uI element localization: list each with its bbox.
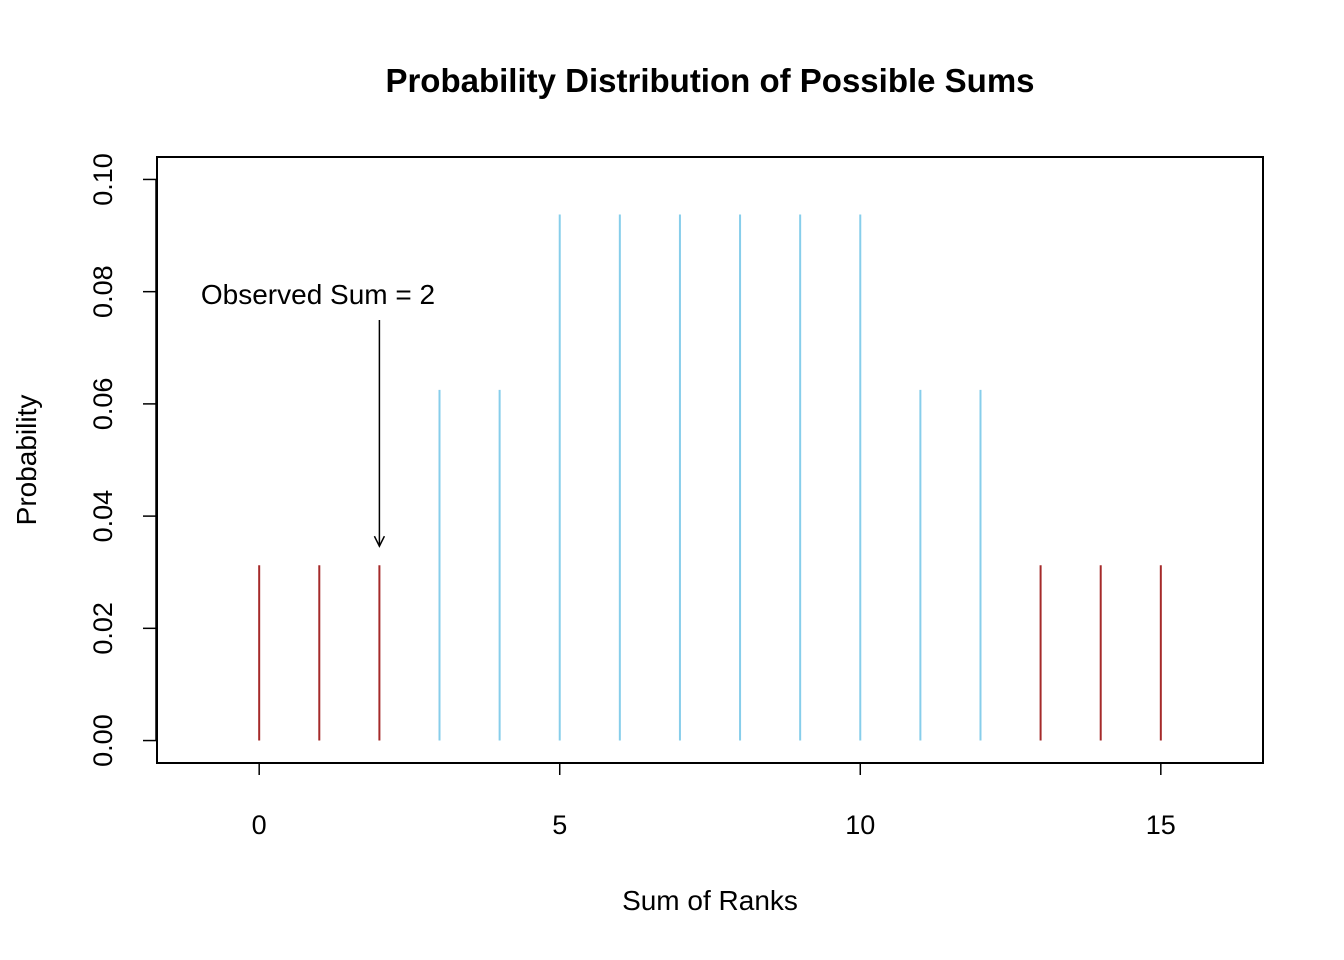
y-axis-title: Probability bbox=[11, 395, 42, 526]
x-tick-label: 15 bbox=[1146, 810, 1176, 840]
y-tick-label: 0.04 bbox=[88, 490, 118, 543]
y-tick-label: 0.00 bbox=[88, 714, 118, 767]
x-axis-title: Sum of Ranks bbox=[622, 885, 798, 916]
observed-sum-annotation: Observed Sum = 2 bbox=[201, 279, 435, 548]
x-tick-label: 0 bbox=[252, 810, 267, 840]
bars bbox=[258, 214, 1162, 741]
y-tick-label: 0.06 bbox=[88, 378, 118, 431]
x-axis: 0 5 10 15 bbox=[252, 762, 1176, 840]
y-tick-label: 0.08 bbox=[88, 265, 118, 318]
y-axis: 0.00 0.02 0.04 0.06 0.08 0.10 bbox=[88, 153, 157, 767]
plot-frame bbox=[156, 156, 1264, 764]
chart-title: Probability Distribution of Possible Sum… bbox=[385, 62, 1034, 99]
x-tick-label: 5 bbox=[552, 810, 567, 840]
arrow-head bbox=[373, 535, 386, 548]
y-tick-label: 0.10 bbox=[88, 153, 118, 206]
x-tick-label: 10 bbox=[845, 810, 875, 840]
y-tick-label: 0.02 bbox=[88, 602, 118, 655]
annotation-label: Observed Sum = 2 bbox=[201, 279, 435, 310]
